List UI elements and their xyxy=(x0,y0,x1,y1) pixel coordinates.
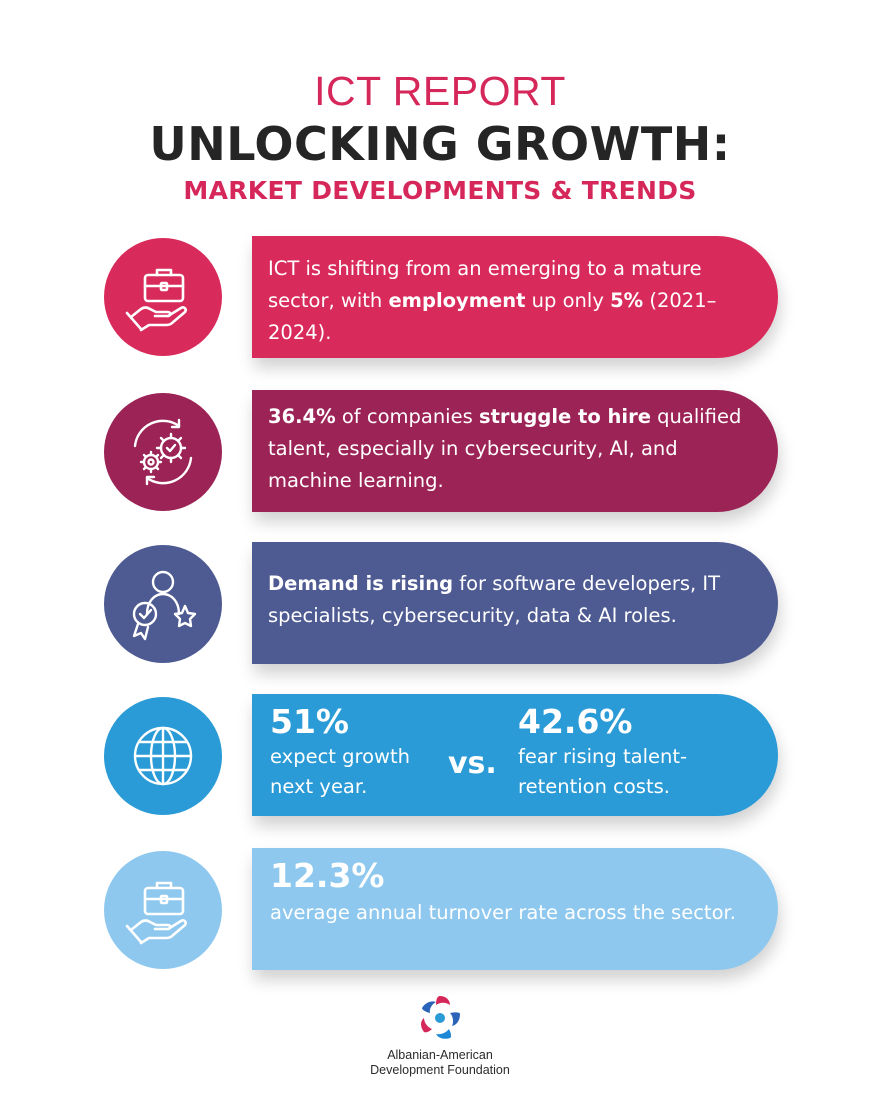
body-text: ICT is shifting from an emerging to a ma… xyxy=(268,257,702,312)
stat-row-hiring: 36.4% of companies struggle to hire qual… xyxy=(0,390,880,512)
stat-row-employment: ICT is shifting from an emerging to a ma… xyxy=(0,236,880,358)
aadf-logo-icon xyxy=(421,996,460,1039)
stat-panel: 12.3% average annual turnover rate acros… xyxy=(252,848,778,970)
body-text: qualified talent, especially in cybersec… xyxy=(268,405,742,492)
globe-icon xyxy=(133,726,193,786)
icon-circle xyxy=(104,697,222,815)
emphasis-text: 36.4% xyxy=(268,405,336,428)
header: ICT REPORT UNLOCKING GROWTH: MARKET DEVE… xyxy=(0,68,880,208)
stat-panel: 36.4% of companies struggle to hire qual… xyxy=(252,390,778,512)
icon-circle xyxy=(104,238,222,356)
icon-circle xyxy=(104,393,222,511)
page-subtitle: MARKET DEVELOPMENTS & TRENDS xyxy=(183,176,697,205)
rich-text-2: 36.4% of companies struggle to hire qual… xyxy=(268,401,752,497)
body-text: (2021–2024). xyxy=(268,289,717,344)
org-name-line2: Development Foundation xyxy=(370,1063,510,1077)
stat-right: 42.6% fear rising talent-retention costs… xyxy=(518,702,738,802)
body-text: for software developers, IT specialists,… xyxy=(268,572,721,627)
stat-row-turnover: 12.3% average annual turnover rate acros… xyxy=(0,848,880,970)
stat-turnover-label: average annual turnover rate across the … xyxy=(270,901,736,924)
stat-row-growth: 51% expect growth next year. vs. 42.6% f… xyxy=(0,694,880,816)
stat-left-value: 51% xyxy=(270,702,349,741)
report-kicker: ICT REPORT xyxy=(314,68,566,114)
page-title: UNLOCKING GROWTH: xyxy=(149,117,731,171)
stat-panel: Demand is rising for software developers… xyxy=(252,542,778,664)
emphasis-text: Demand is rising xyxy=(268,572,454,595)
vs-label: vs. xyxy=(448,746,497,781)
rich-text-1: ICT is shifting from an emerging to a ma… xyxy=(268,253,752,349)
stat-turnover: 12.3% average annual turnover rate acros… xyxy=(270,856,738,929)
emphasis-text: struggle to hire xyxy=(478,405,651,428)
stat-left: 51% expect growth next year. xyxy=(270,702,440,802)
stat-right-label: fear rising talent-retention costs. xyxy=(518,745,688,798)
body-text: of companies xyxy=(335,405,479,428)
stat-left-label: expect growth next year. xyxy=(270,745,410,798)
person-badge-star-icon xyxy=(132,570,197,641)
body-text: up only xyxy=(525,289,611,312)
gears-cycle-icon xyxy=(133,418,193,486)
footer-logo: Albanian-American Development Foundation xyxy=(0,992,880,1078)
stat-panel: ICT is shifting from an emerging to a ma… xyxy=(252,236,778,358)
icon-circle xyxy=(104,545,222,663)
briefcase-hand-icon xyxy=(125,268,187,332)
emphasis-text: employment xyxy=(388,289,526,312)
icon-circle xyxy=(104,851,222,969)
stat-row-demand: Demand is rising for software developers… xyxy=(0,542,880,664)
emphasis-text: 5% xyxy=(610,289,644,312)
stat-panel: 51% expect growth next year. vs. 42.6% f… xyxy=(252,694,778,816)
stat-turnover-value: 12.3% xyxy=(270,856,385,895)
stat-right-value: 42.6% xyxy=(518,702,633,741)
rich-text-3: Demand is rising for software developers… xyxy=(268,568,752,632)
org-name-line1: Albanian-American xyxy=(387,1048,493,1062)
briefcase-hand-icon xyxy=(125,881,187,945)
